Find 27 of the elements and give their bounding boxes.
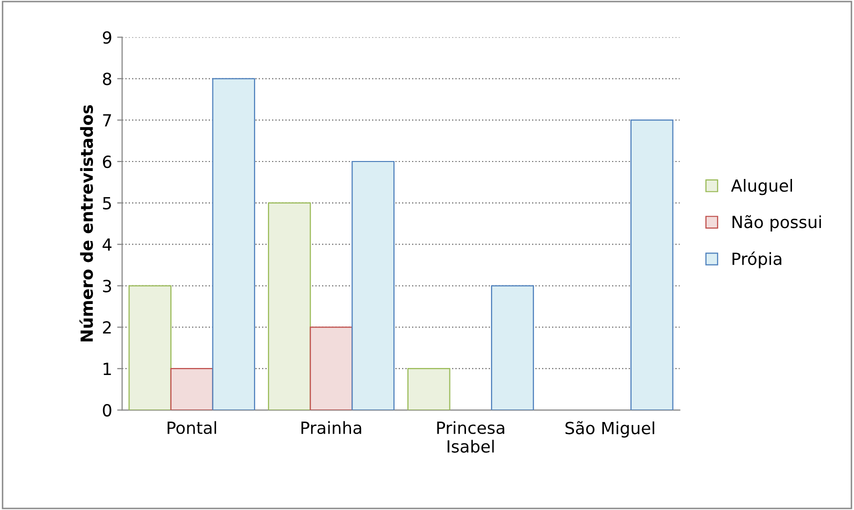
- x-tick-label: Prainha: [301, 421, 362, 434]
- x-tick-label: São Miguel: [566, 421, 654, 438]
- bar: [491, 285, 534, 410]
- bar: [212, 78, 256, 410]
- legend-label: Aluguel: [731, 178, 792, 196]
- bar: [310, 326, 353, 410]
- bar: [407, 368, 450, 410]
- y-tick-label: 8: [102, 72, 112, 86]
- y-axis-title: Número de entrevistados: [79, 105, 94, 342]
- legend-label: Não possui: [732, 215, 821, 232]
- bar: [128, 285, 172, 410]
- bar: [268, 202, 311, 410]
- y-tick-label: 2: [103, 321, 111, 334]
- y-tick-label: 3: [103, 280, 112, 292]
- y-tick-label: 4: [102, 238, 112, 251]
- bar: [352, 160, 395, 410]
- legend-label: Própia: [732, 252, 782, 268]
- x-tick-label: Pontal: [168, 421, 216, 434]
- y-tick-label: 9: [102, 31, 112, 44]
- bar: [630, 120, 674, 410]
- bar: [170, 368, 214, 410]
- x-tick-label: Princesa Isabel: [437, 421, 504, 453]
- y-tick-label: 1: [104, 362, 111, 375]
- y-tick-label: 0: [102, 404, 112, 417]
- y-tick-label: 6: [102, 155, 112, 168]
- y-tick-label: 7: [103, 114, 111, 126]
- y-tick-label: 5: [103, 197, 111, 210]
